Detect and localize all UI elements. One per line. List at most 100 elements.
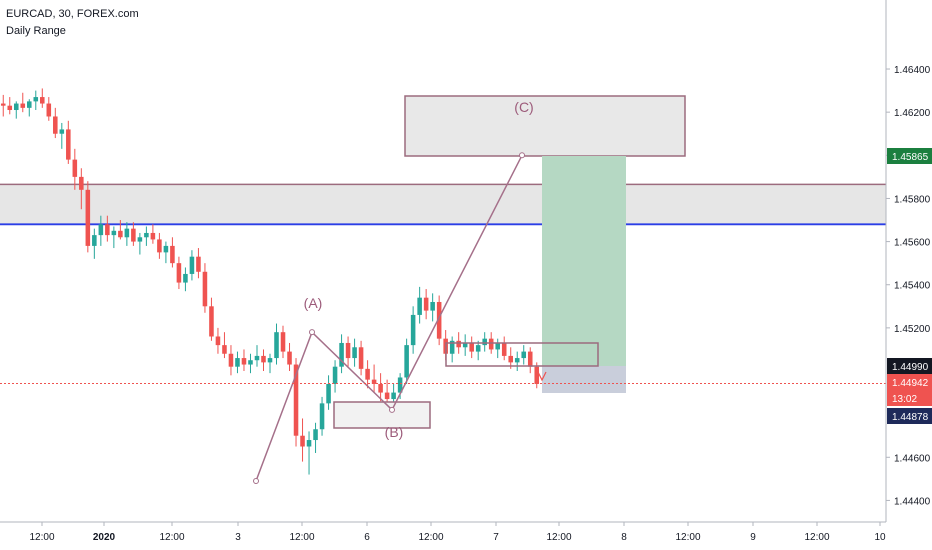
candle-body[interactable]: [358, 347, 364, 369]
candle-body[interactable]: [326, 383, 331, 404]
candle-body[interactable]: [339, 342, 344, 367]
candle-body[interactable]: [371, 379, 377, 384]
candle-body[interactable]: [137, 237, 143, 242]
candle-body[interactable]: [59, 129, 65, 134]
candle-body[interactable]: [0, 103, 6, 106]
candle-body[interactable]: [391, 392, 396, 400]
candle-body[interactable]: [241, 358, 247, 365]
candle-body[interactable]: [13, 103, 19, 111]
candle-body[interactable]: [482, 338, 487, 346]
candle-body[interactable]: [280, 332, 286, 352]
candle-body[interactable]: [423, 297, 429, 311]
wave-point[interactable]: [309, 329, 315, 336]
y-tick-label: 1.45400: [894, 281, 931, 292]
resistance-zone[interactable]: [0, 184, 886, 225]
candle-body[interactable]: [261, 355, 266, 363]
candle-body[interactable]: [404, 345, 409, 378]
candle-body[interactable]: [267, 358, 273, 363]
candle-body[interactable]: [436, 301, 442, 339]
candle-body[interactable]: [196, 256, 201, 272]
candle-body[interactable]: [176, 263, 182, 283]
candle-body[interactable]: [66, 129, 71, 160]
candle-body[interactable]: [118, 230, 123, 238]
candle-body[interactable]: [170, 245, 175, 264]
candle-body[interactable]: [274, 332, 279, 359]
candle-body[interactable]: [163, 245, 169, 253]
candle-body[interactable]: [521, 351, 527, 359]
candle-body[interactable]: [345, 342, 351, 359]
candle-body[interactable]: [417, 297, 422, 315]
candle-body[interactable]: [300, 435, 305, 447]
candle-body[interactable]: [456, 340, 461, 348]
candle-body[interactable]: [150, 232, 156, 240]
range-box[interactable]: [445, 342, 599, 367]
candle-body[interactable]: [72, 159, 78, 177]
candle-body[interactable]: [378, 383, 383, 393]
candle-body[interactable]: [248, 360, 253, 365]
candle-body[interactable]: [254, 355, 260, 361]
candle-body[interactable]: [449, 340, 455, 354]
candle-body[interactable]: [105, 224, 110, 236]
candle-body[interactable]: [222, 345, 227, 354]
candle-body[interactable]: [287, 351, 292, 365]
candle-body[interactable]: [488, 338, 494, 350]
target-zone-box[interactable]: [404, 95, 686, 157]
candle-body[interactable]: [365, 368, 370, 380]
candle-body[interactable]: [33, 97, 39, 102]
candle-body[interactable]: [40, 97, 45, 104]
candle-body[interactable]: [410, 314, 416, 346]
candle-body[interactable]: [397, 377, 403, 393]
position-stop-area[interactable]: [542, 366, 626, 393]
candle-body[interactable]: [514, 358, 520, 363]
candle-body[interactable]: [293, 364, 299, 436]
candle-body[interactable]: [46, 103, 52, 117]
candle-body[interactable]: [27, 101, 32, 108]
candle-body[interactable]: [189, 256, 195, 274]
candle-body[interactable]: [508, 355, 513, 363]
candle-body[interactable]: [319, 403, 325, 430]
candle-body[interactable]: [144, 232, 149, 238]
x-tick-label: 10: [874, 532, 886, 543]
candle-body[interactable]: [183, 273, 188, 283]
wave-point[interactable]: [519, 152, 525, 159]
candle-body[interactable]: [20, 103, 26, 108]
candle-body[interactable]: [430, 301, 435, 311]
candle-body[interactable]: [92, 235, 97, 246]
candle-body[interactable]: [124, 228, 130, 238]
elliott-wave-path[interactable]: [255, 154, 523, 482]
candle-body[interactable]: [85, 189, 91, 246]
wave-point[interactable]: [253, 478, 259, 485]
wave-point[interactable]: [389, 406, 395, 413]
candle-body[interactable]: [352, 347, 357, 359]
candle-body[interactable]: [53, 116, 58, 134]
candle-body[interactable]: [469, 342, 474, 352]
candle-body[interactable]: [501, 342, 507, 356]
candle-body[interactable]: [157, 239, 162, 253]
candle-body[interactable]: [527, 351, 533, 367]
candle-body[interactable]: [332, 366, 338, 384]
candle-body[interactable]: [131, 228, 136, 242]
candle-body[interactable]: [235, 358, 240, 367]
position-profit-area[interactable]: [542, 156, 626, 366]
candle-body[interactable]: [228, 353, 234, 367]
candle-body[interactable]: [475, 345, 481, 352]
x-tick-label: 12:00: [29, 532, 54, 543]
candle-body[interactable]: [495, 342, 500, 350]
candle-body[interactable]: [462, 342, 468, 348]
candle-body[interactable]: [534, 366, 540, 384]
candle-body[interactable]: [384, 392, 390, 400]
x-tick-label: 12:00: [289, 532, 314, 543]
candle-body[interactable]: [306, 440, 312, 447]
candle-body[interactable]: [111, 230, 117, 236]
plot-area[interactable]: [0, 0, 886, 522]
candle-body[interactable]: [215, 336, 221, 346]
candle-body[interactable]: [313, 429, 318, 441]
candle-body[interactable]: [209, 306, 214, 337]
candle-body[interactable]: [7, 105, 13, 111]
candle-body[interactable]: [79, 176, 84, 190]
x-tick-label: 12:00: [159, 532, 184, 543]
candle-body[interactable]: [98, 224, 104, 236]
candle-body[interactable]: [202, 271, 208, 307]
b-wave-box[interactable]: [333, 401, 431, 429]
